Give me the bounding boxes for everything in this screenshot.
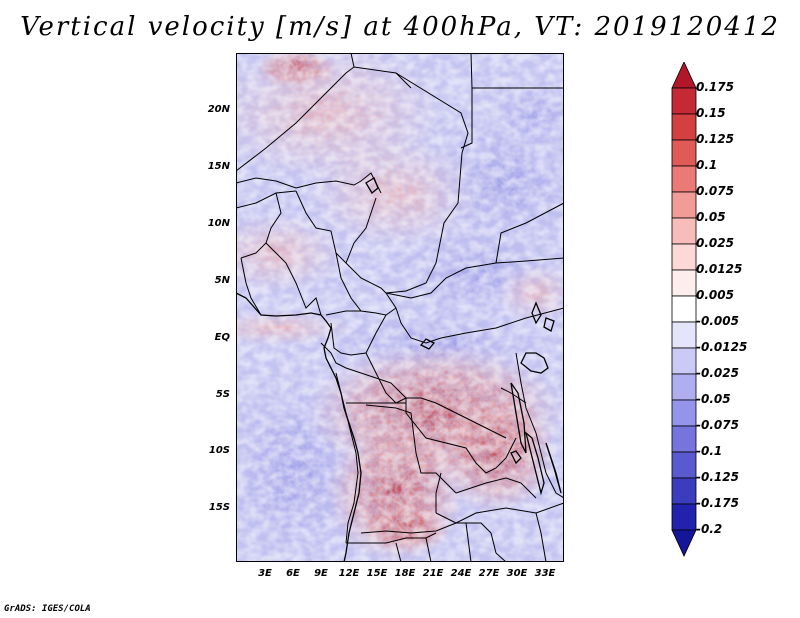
- colorbar-label: 0.0125: [696, 262, 743, 276]
- lat-label-eq: EQ: [214, 332, 230, 343]
- lat-label-10n: 10N: [207, 218, 230, 229]
- lon-label-21e: 21E: [422, 568, 444, 579]
- lon-label-27e: 27E: [478, 568, 500, 579]
- country-boundaries: [236, 53, 564, 562]
- colorbar-label: -0.2: [696, 522, 723, 536]
- lon-label-6e: 6E: [286, 568, 300, 579]
- lat-label-5s: 5S: [215, 389, 230, 400]
- colorbar-cell: [671, 477, 697, 505]
- colorbar-cell: [671, 451, 697, 479]
- colorbar-cell: [671, 503, 697, 531]
- colorbar-cell: [671, 243, 697, 271]
- colorbar-cell: [671, 269, 697, 297]
- colorbar-cells: [671, 62, 697, 557]
- lon-label-30e: 30E: [506, 568, 528, 579]
- map-panel: [236, 53, 564, 562]
- colorbar-cell: [671, 425, 697, 453]
- colorbar-cell: [671, 62, 697, 89]
- lon-label-33e: 33E: [534, 568, 556, 579]
- colorbar-label: -0.175: [696, 496, 739, 510]
- colorbar-label: -0.05: [696, 392, 731, 406]
- colorbar-label: -0.125: [696, 470, 739, 484]
- lon-label-24e: 24E: [450, 568, 472, 579]
- lat-label-20n: 20N: [207, 104, 230, 115]
- colorbar-cell: [671, 295, 697, 323]
- colorbar-label: -0.075: [696, 418, 739, 432]
- colorbar-label: 0.175: [696, 80, 734, 94]
- lat-label-15s: 15S: [208, 502, 230, 513]
- colorbar-cell: [671, 529, 697, 557]
- colorbar-label: -0.025: [696, 366, 739, 380]
- colorbar-cell: [671, 87, 697, 115]
- lon-label-18e: 18E: [394, 568, 416, 579]
- colorbar-label: 0.15: [696, 106, 726, 120]
- colorbar-label: -0.1: [696, 444, 723, 458]
- map-frame: [236, 53, 564, 562]
- coastline: [236, 292, 362, 562]
- colorbar-label: 0.05: [696, 210, 726, 224]
- great-lakes: [365, 177, 562, 496]
- grads-credit: GrADS: IGES/COLA: [4, 604, 91, 614]
- colorbar-cell: [671, 113, 697, 141]
- colorbar-cell: [671, 399, 697, 427]
- colorbar-label: 0.075: [696, 184, 734, 198]
- lon-label-12e: 12E: [338, 568, 360, 579]
- colorbar: [671, 62, 697, 557]
- colorbar-label: 0.125: [696, 132, 734, 146]
- colorbar-label: -0.0125: [696, 340, 748, 354]
- lat-label-15n: 15N: [207, 161, 230, 172]
- chart-title: Vertical velocity [m/s] at 400hPa, VT: 2…: [20, 12, 780, 42]
- velocity-field: [236, 53, 564, 562]
- lon-label-9e: 9E: [314, 568, 328, 579]
- lon-label-3e: 3E: [258, 568, 272, 579]
- colorbar-label: 0.025: [696, 236, 734, 250]
- colorbar-cell: [671, 347, 697, 375]
- lon-label-15e: 15E: [366, 568, 388, 579]
- colorbar-cell: [671, 373, 697, 401]
- colorbar-cell: [671, 217, 697, 245]
- lat-label-5n: 5N: [214, 275, 230, 286]
- colorbar-cell: [671, 139, 697, 167]
- colorbar-cell: [671, 321, 697, 349]
- colorbar-cell: [671, 165, 697, 193]
- vertical-velocity-map: [236, 53, 564, 562]
- colorbar-label: 0.1: [696, 158, 718, 172]
- colorbar-label: -0.005: [696, 314, 739, 328]
- colorbar-cell: [671, 191, 697, 219]
- lat-label-10s: 10S: [208, 445, 230, 456]
- colorbar-label: 0.005: [696, 288, 734, 302]
